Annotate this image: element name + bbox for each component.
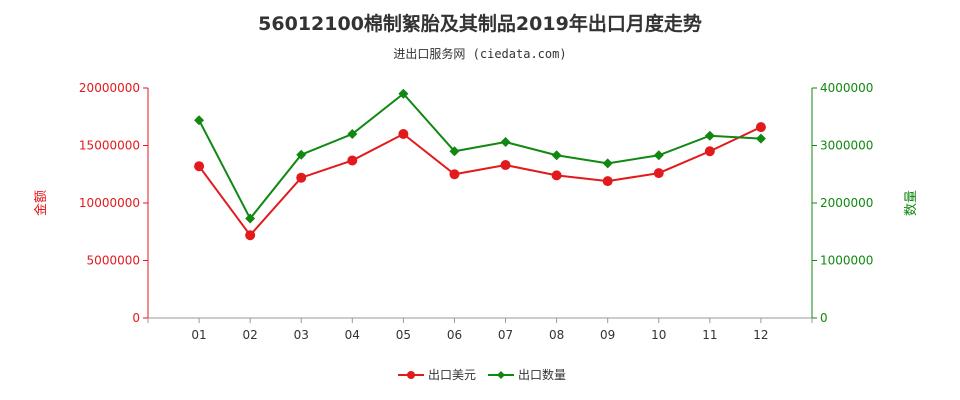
x-tick-label: 02 [243, 328, 258, 342]
series-line-2 [198, 92, 761, 221]
legend: 出口美元 出口数量 [398, 367, 566, 382]
data-point-series-1 [245, 230, 256, 241]
series-line-1 [198, 126, 762, 237]
x-tick-label: 12 [753, 328, 768, 342]
data-point-series-1 [551, 170, 562, 181]
data-point-series-1 [398, 129, 409, 139]
axes [147, 88, 813, 319]
data-point-series-2 [551, 150, 562, 161]
data-point-series-2 [704, 130, 715, 141]
data-point-series-2 [755, 133, 766, 144]
y-left-tick-label: 0 [132, 311, 140, 325]
data-point-series-1 [704, 146, 715, 157]
y-right-label: 数量 [904, 190, 919, 216]
y-left-tick-label: 5000000 [87, 254, 140, 268]
data-point-series-1 [755, 122, 766, 133]
y-left-tick-label: 15000000 [79, 139, 140, 153]
tick-labels: 0 5000000 10000000 15000000 20000000 0 1000000… [79, 81, 874, 342]
data-point-series-2 [653, 150, 664, 161]
y-left-label: 金额 [33, 190, 49, 216]
data-point-series-2 [449, 146, 460, 157]
y-right-tick-label: 2000000 [820, 196, 873, 210]
y-left-tick-label: 10000000 [79, 196, 140, 210]
legend-label-1: 出口美元 [428, 368, 476, 382]
data-point-series-1 [449, 169, 460, 180]
data-point-series-2 [602, 158, 613, 169]
y-right-tick-label: 4000000 [820, 81, 873, 95]
x-tick-label: 05 [396, 328, 411, 342]
x-tick-label: 01 [191, 328, 206, 342]
x-tick-label: 03 [294, 328, 309, 342]
series-group [194, 88, 766, 241]
chart-subtitle: 进出口服务网 (ciedata.com) [393, 46, 566, 61]
data-point-series-2 [398, 88, 409, 99]
data-point-series-2 [296, 149, 307, 160]
data-point-series-1 [500, 160, 511, 171]
x-tick-label: 08 [549, 328, 564, 342]
legend-label-2: 出口数量 [518, 367, 566, 382]
x-tick-label: 11 [702, 328, 717, 342]
chart-title: 56012100棉制絮胎及其制品2019年出口月度走势 [258, 12, 702, 35]
data-point-series-1 [194, 161, 205, 172]
y-left-tick-label: 20000000 [79, 81, 140, 95]
data-point-series-2 [347, 129, 358, 139]
y-right-tick-label: 3000000 [820, 139, 873, 153]
y-right-tick-label: 1000000 [820, 254, 873, 268]
x-tick-label: 06 [447, 328, 462, 342]
x-tick-label: 04 [345, 328, 360, 342]
data-point-series-1 [653, 168, 664, 179]
data-point-series-1 [602, 176, 613, 187]
y-right-tick-label: 0 [820, 311, 828, 325]
legend-marker-1 [407, 371, 415, 379]
x-tick-label: 10 [651, 328, 666, 342]
data-point-series-2 [194, 115, 205, 126]
data-point-series-2 [245, 213, 256, 224]
data-point-series-1 [296, 172, 307, 183]
x-tick-label: 07 [498, 328, 513, 342]
legend-marker-2 [497, 371, 505, 379]
x-tick-label: 09 [600, 328, 615, 342]
data-point-series-2 [500, 137, 511, 148]
data-point-series-1 [347, 155, 358, 166]
